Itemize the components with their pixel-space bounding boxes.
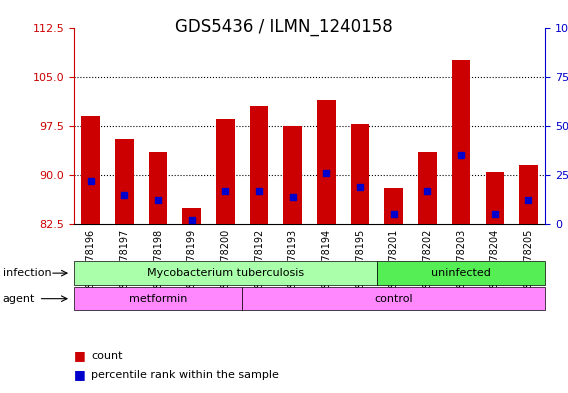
Bar: [418, 152, 437, 224]
Bar: [115, 139, 133, 224]
Text: control: control: [374, 294, 413, 304]
Text: GDS5436 / ILMN_1240158: GDS5436 / ILMN_1240158: [175, 18, 393, 36]
Bar: [519, 165, 538, 224]
Bar: [486, 172, 504, 224]
Bar: [250, 106, 268, 224]
Bar: [317, 99, 336, 224]
Text: ■: ■: [74, 368, 86, 381]
Bar: [182, 208, 201, 224]
Bar: [351, 124, 369, 224]
Text: count: count: [91, 351, 122, 361]
Bar: [81, 116, 100, 224]
Text: Mycobacterium tuberculosis: Mycobacterium tuberculosis: [147, 268, 304, 278]
Bar: [283, 126, 302, 224]
Text: ■: ■: [74, 349, 86, 362]
Text: infection: infection: [3, 268, 52, 278]
Bar: [149, 152, 168, 224]
Bar: [452, 60, 470, 224]
Bar: [385, 188, 403, 224]
Text: percentile rank within the sample: percentile rank within the sample: [91, 369, 279, 380]
Text: uninfected: uninfected: [431, 268, 491, 278]
Text: metformin: metformin: [129, 294, 187, 304]
Text: agent: agent: [3, 294, 35, 304]
Bar: [216, 119, 235, 224]
